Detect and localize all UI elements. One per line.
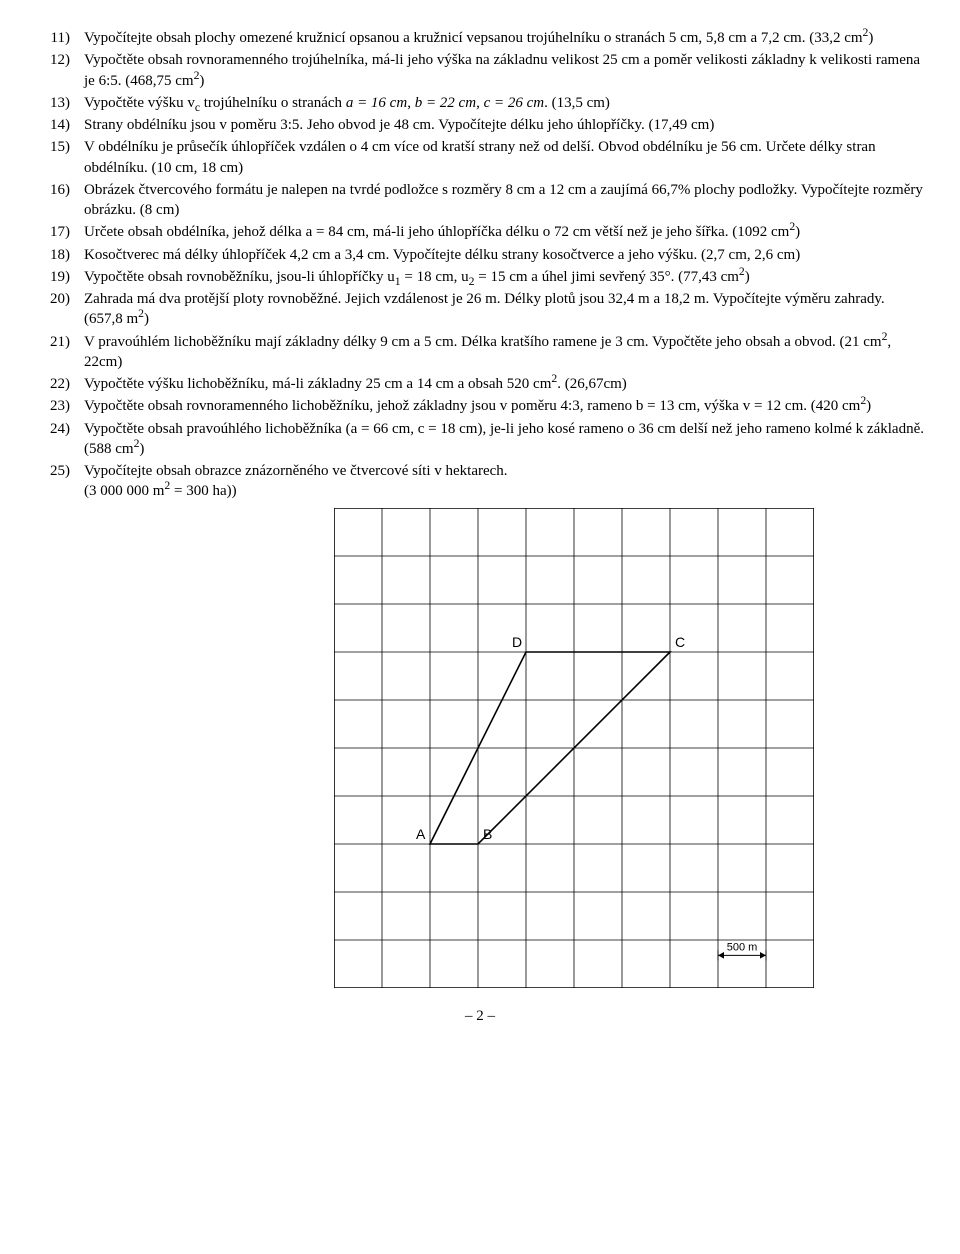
problem-text: Vypočtěte obsah pravoúhlého lichoběžníka… (84, 419, 926, 460)
problem-text: Zahrada má dva protější ploty rovnoběžné… (84, 289, 926, 330)
problem-text: Vypočtěte výšku vc trojúhelníku o straná… (84, 93, 926, 113)
problem-text: Vypočtěte obsah rovnoběžníku, jsou-li úh… (84, 267, 926, 287)
problem-item: 20)Zahrada má dva protější ploty rovnobě… (34, 289, 926, 330)
problem-text: Vypočtěte výšku lichoběžníku, má-li zákl… (84, 374, 926, 394)
problem-text: Vypočítejte obsah obrazce znázorněného v… (84, 461, 926, 502)
problem-text: Vypočtěte obsah rovnoramenného lichoběžn… (84, 396, 926, 416)
page-footer: – 2 – (34, 1006, 926, 1026)
svg-text:C: C (675, 634, 685, 650)
problem-number: 15) (34, 137, 84, 178)
problem-item: 15)V obdélníku je průsečík úhlopříček vz… (34, 137, 926, 178)
problem-item: 12)Vypočtěte obsah rovnoramenného trojúh… (34, 50, 926, 91)
svg-text:D: D (512, 634, 522, 650)
problem-item: 21)V pravoúhlém lichoběžníku mají základ… (34, 332, 926, 373)
figure-grid-trapezoid: A B C D 500 m (334, 508, 926, 988)
problem-text: Určete obsah obdélníka, jehož délka a = … (84, 222, 926, 242)
problem-item: 13)Vypočtěte výšku vc trojúhelníku o str… (34, 93, 926, 113)
problem-text: V pravoúhlém lichoběžníku mají základny … (84, 332, 926, 373)
problem-number: 20) (34, 289, 84, 330)
problem-number: 11) (34, 28, 84, 48)
problem-number: 13) (34, 93, 84, 113)
problem-item: 18)Kosočtverec má délky úhlopříček 4,2 c… (34, 245, 926, 265)
problem-number: 12) (34, 50, 84, 91)
problem-text: Kosočtverec má délky úhlopříček 4,2 cm a… (84, 245, 926, 265)
problem-item: 24)Vypočtěte obsah pravoúhlého lichoběžn… (34, 419, 926, 460)
problem-text: Strany obdélníku jsou v poměru 3:5. Jeho… (84, 115, 926, 135)
svg-text:500 m: 500 m (727, 941, 758, 953)
problem-number: 24) (34, 419, 84, 460)
problem-number: 18) (34, 245, 84, 265)
problem-number: 22) (34, 374, 84, 394)
problem-text: Vypočítejte obsah plochy omezené kružnic… (84, 28, 926, 48)
problem-number: 23) (34, 396, 84, 416)
problem-number: 14) (34, 115, 84, 135)
svg-text:B: B (483, 826, 492, 842)
problem-item: 17)Určete obsah obdélníka, jehož délka a… (34, 222, 926, 242)
problem-number: 19) (34, 267, 84, 287)
problem-item: 19)Vypočtěte obsah rovnoběžníku, jsou-li… (34, 267, 926, 287)
problem-item: 22)Vypočtěte výšku lichoběžníku, má-li z… (34, 374, 926, 394)
problem-item: 11)Vypočítejte obsah plochy omezené kruž… (34, 28, 926, 48)
problem-number: 16) (34, 180, 84, 221)
problem-number: 25) (34, 461, 84, 502)
problem-item: 16)Obrázek čtvercového formátu je nalepe… (34, 180, 926, 221)
problem-text: Obrázek čtvercového formátu je nalepen n… (84, 180, 926, 221)
problem-number: 17) (34, 222, 84, 242)
problem-list: 11)Vypočítejte obsah plochy omezené kruž… (34, 28, 926, 502)
problem-text: V obdélníku je průsečík úhlopříček vzdál… (84, 137, 926, 178)
problem-item: 23)Vypočtěte obsah rovnoramenného lichob… (34, 396, 926, 416)
problem-number: 21) (34, 332, 84, 373)
svg-text:A: A (416, 826, 426, 842)
problem-text: Vypočtěte obsah rovnoramenného trojúheln… (84, 50, 926, 91)
problem-item: 25)Vypočítejte obsah obrazce znázorněnéh… (34, 461, 926, 502)
problem-item: 14)Strany obdélníku jsou v poměru 3:5. J… (34, 115, 926, 135)
